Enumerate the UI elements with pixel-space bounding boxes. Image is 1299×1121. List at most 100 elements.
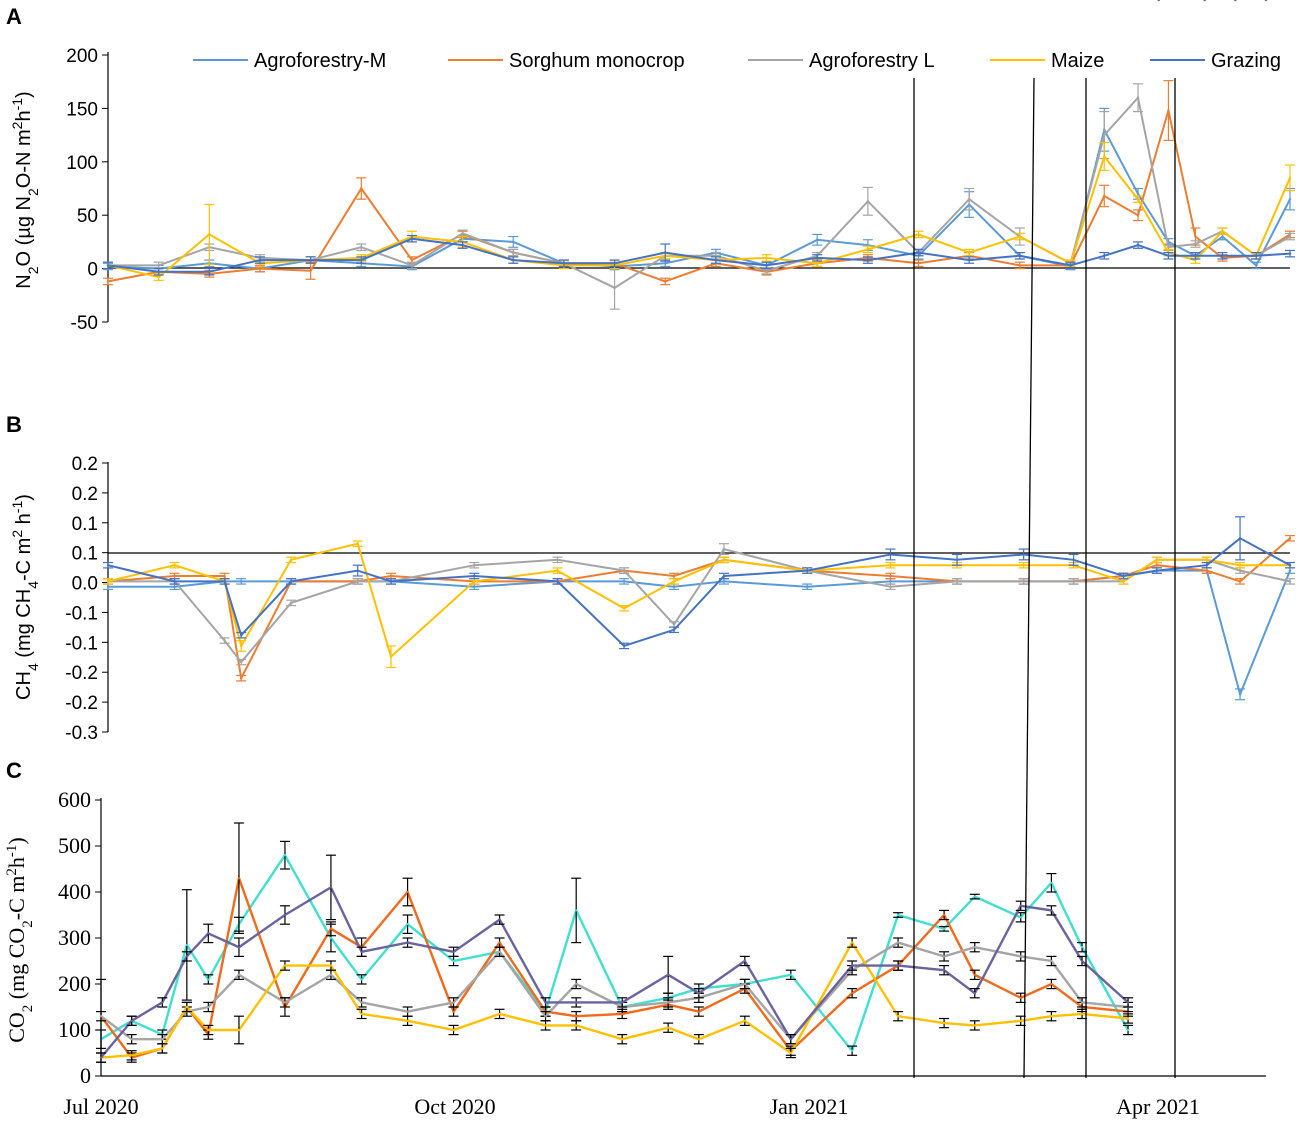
y-tick-label: 0	[80, 1063, 91, 1088]
y-tick-label: -0.3	[65, 723, 98, 744]
data-point	[1136, 197, 1140, 201]
panel-b-chart: -0.3 -0.2 -0.2 -0.1 -0.1 0.0 0.1 0.1 0.2 0.2 CH4 …	[9, 454, 1295, 744]
data-point	[329, 886, 333, 889]
data-point	[512, 240, 515, 244]
panel-a-chart: -50 0 50 100 150 200 N2O (µg N2O-N m2h-1)	[9, 46, 1295, 334]
data-point	[1203, 0, 1206, 2]
data-point	[452, 1010, 455, 1013]
data-point	[664, 262, 667, 265]
y-tick-label: 0.2	[72, 484, 98, 505]
data-point	[896, 913, 900, 917]
data-point	[697, 1010, 701, 1013]
data-point	[473, 574, 476, 578]
data-point	[1157, 0, 1160, 2]
y-tick-label: 0.2	[72, 454, 98, 475]
data-point	[239, 660, 243, 664]
data-point	[1194, 235, 1197, 238]
data-point	[309, 258, 312, 262]
data-point	[1050, 959, 1053, 963]
data-point	[1050, 881, 1053, 884]
data-point	[185, 1005, 189, 1009]
data-point	[461, 232, 464, 235]
data-point	[1122, 580, 1125, 583]
data-point	[239, 644, 243, 648]
y-tick-label: -0.2	[65, 663, 98, 684]
data-point	[258, 267, 262, 270]
data-point	[1069, 264, 1072, 267]
data-point	[356, 542, 359, 545]
data-point	[896, 941, 900, 944]
data-point	[237, 973, 241, 976]
data-point	[258, 258, 262, 262]
data-point	[360, 246, 363, 249]
data-point	[173, 585, 176, 588]
data-point	[289, 601, 293, 605]
data-point	[1155, 558, 1159, 562]
data-point	[544, 1024, 547, 1027]
y-tick-label: 400	[58, 879, 91, 904]
data-point	[1288, 252, 1292, 255]
data-point	[1136, 243, 1140, 247]
panel-label-b: B	[6, 412, 22, 437]
data-point	[866, 248, 870, 251]
data-point	[574, 1015, 578, 1018]
data-point	[574, 982, 578, 986]
data-point	[1288, 235, 1292, 238]
x-tick-label: Jan 2021	[770, 1094, 849, 1119]
data-point	[223, 639, 226, 642]
data-point	[672, 628, 676, 631]
data-point	[360, 258, 363, 262]
data-point	[410, 264, 414, 267]
data-point	[743, 959, 747, 963]
data-point	[239, 677, 243, 680]
panel-b-y-axis-label: CH4 (mg CH4-C m2 h-1)	[9, 494, 41, 700]
data-point	[106, 585, 110, 588]
data-point	[917, 262, 920, 265]
data-point	[850, 964, 854, 967]
y-tick-label: 200	[58, 971, 91, 996]
data-point	[389, 580, 393, 583]
data-point	[1136, 214, 1140, 217]
data-point	[356, 580, 359, 583]
legend-item: Sorghum monocrop	[448, 50, 685, 72]
data-point	[556, 558, 559, 562]
data-point	[1103, 254, 1106, 257]
data-point	[452, 959, 455, 963]
data-point	[967, 197, 971, 201]
data-point	[1019, 904, 1022, 907]
data-point	[1288, 564, 1292, 567]
data-point	[889, 564, 892, 567]
data-point	[973, 992, 976, 995]
data-point	[1136, 192, 1140, 196]
data-point	[406, 941, 409, 944]
data-point	[289, 558, 293, 562]
data-point	[329, 964, 333, 967]
data-point	[360, 1001, 363, 1004]
data-point	[664, 280, 667, 283]
data-point	[789, 1038, 793, 1041]
data-point	[622, 569, 626, 572]
data-point	[973, 895, 976, 898]
data-point	[161, 1001, 164, 1004]
data-point	[207, 1005, 210, 1009]
data-point	[765, 256, 768, 260]
data-point	[743, 982, 747, 986]
data-point	[512, 258, 515, 262]
legend-label: Agroforestry L	[809, 50, 935, 72]
data-point	[406, 923, 409, 926]
data-point	[1103, 155, 1106, 158]
data-point	[1288, 176, 1292, 180]
data-point	[1238, 580, 1242, 583]
data-point	[223, 580, 226, 583]
data-point	[1050, 1015, 1053, 1018]
data-point	[130, 1019, 133, 1022]
x-tick-label: Apr 2021	[1116, 1094, 1200, 1119]
data-point	[1072, 558, 1075, 562]
y-tick-label: 0.1	[72, 544, 98, 565]
data-point	[498, 1012, 501, 1016]
data-point	[1194, 254, 1197, 257]
y-tick-label: 100	[66, 153, 98, 174]
data-point	[360, 1012, 363, 1016]
data-point	[556, 569, 559, 572]
data-point	[106, 264, 110, 267]
